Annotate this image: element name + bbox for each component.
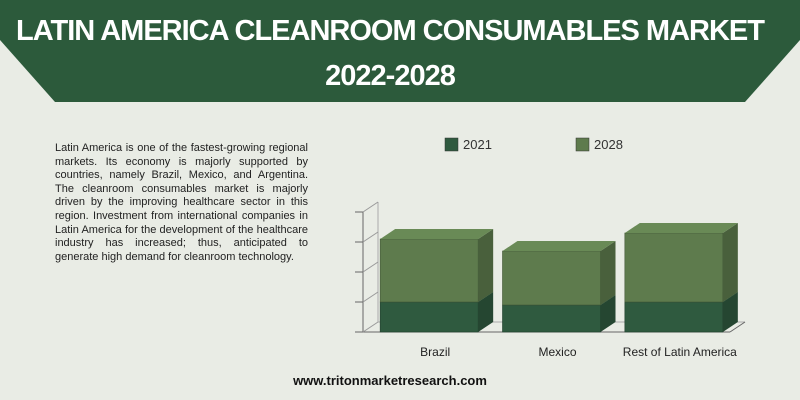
legend-label: 2028: [594, 137, 623, 152]
bar-side: [600, 295, 616, 332]
y-tick-depth: [362, 261, 379, 273]
bar-side: [722, 223, 738, 302]
title-banner: [0, 0, 800, 102]
y-tick-depth: [362, 291, 379, 303]
bar-front: [379, 238, 479, 303]
bar-segment: [624, 223, 738, 303]
bar-top: [624, 223, 738, 233]
x-tick-label: Mexico: [538, 345, 576, 359]
bar-front: [502, 250, 601, 306]
bar-front: [502, 304, 601, 333]
bar-front: [379, 301, 479, 333]
bar-segment: [379, 229, 494, 303]
y-tick-depth: [362, 321, 379, 333]
bar-top: [502, 241, 616, 251]
description: Latin America is one of the fastest-grow…: [55, 142, 308, 263]
bar-side: [478, 229, 494, 302]
legend-swatch: [575, 137, 590, 152]
bar-front: [624, 232, 724, 303]
bar-side: [600, 241, 616, 305]
bar-side: [478, 292, 494, 332]
y-tick-depth: [362, 231, 379, 243]
legend-label: 2021: [463, 137, 492, 152]
bar-front: [624, 301, 724, 333]
x-tick-label: Rest of Latin America: [623, 345, 737, 359]
title-line: 2022-2028: [325, 60, 456, 92]
legend-swatch: [444, 137, 459, 152]
title-line: LATIN AMERICA CLEANROOM CONSUMABLES MARK…: [16, 15, 765, 47]
bar-segment: [502, 241, 616, 306]
y-tick-depth: [362, 201, 379, 213]
footer-url: www.tritonmarketresearch.com: [292, 373, 487, 388]
x-tick-label: Brazil: [420, 345, 450, 359]
bar-side: [722, 292, 738, 332]
x-axis-edge: [729, 321, 746, 333]
bar-top: [380, 229, 494, 239]
